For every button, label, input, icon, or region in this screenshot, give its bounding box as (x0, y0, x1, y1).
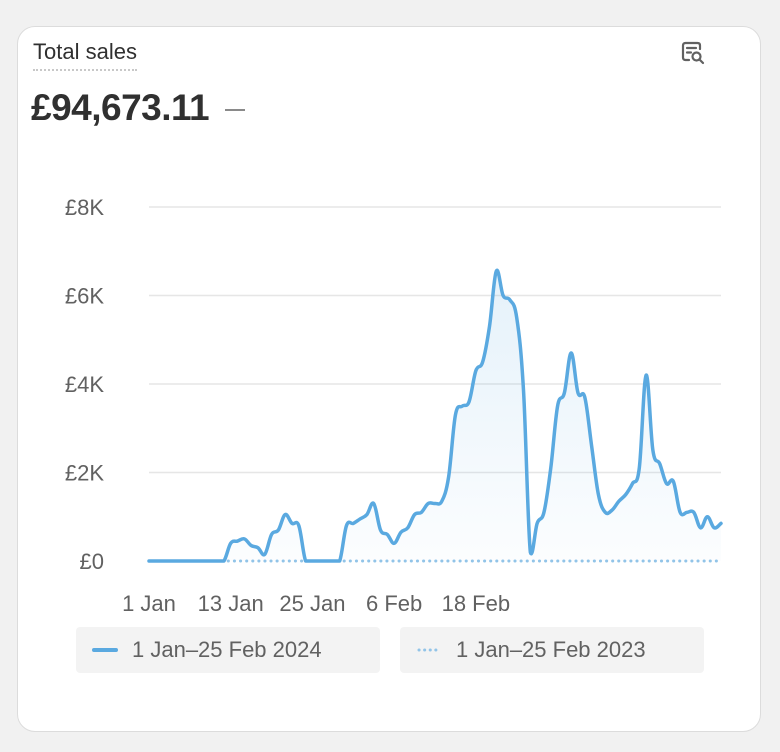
x-tick-label: 13 Jan (198, 591, 264, 616)
card-title[interactable]: Total sales (33, 39, 137, 71)
series-area-current (149, 270, 721, 561)
legend-item-current[interactable]: 1 Jan–25 Feb 2024 (76, 627, 380, 673)
x-tick-label: 25 Jan (279, 591, 345, 616)
legend-item-previous[interactable]: 1 Jan–25 Feb 2023 (400, 627, 704, 673)
total-sales-card (17, 26, 761, 732)
total-sales-value: £94,673.11 (31, 87, 210, 128)
y-tick-label: £2K (65, 461, 104, 486)
y-tick-label: £6K (65, 284, 104, 309)
legend-label-current: 1 Jan–25 Feb 2024 (132, 637, 322, 662)
x-tick-label: 18 Feb (442, 591, 511, 616)
x-tick-label: 6 Feb (366, 591, 422, 616)
legend-swatch-solid (92, 648, 118, 652)
legend-label-previous: 1 Jan–25 Feb 2023 (456, 637, 646, 662)
x-tick-label: 1 Jan (122, 591, 176, 616)
y-tick-label: £4K (65, 372, 104, 397)
legend-swatch-dotted (417, 648, 442, 652)
total-row: £94,673.11 (31, 87, 246, 129)
change-indicator-dash (225, 109, 246, 111)
series-line-current (147, 268, 723, 563)
y-tick-label: £8K (65, 195, 104, 220)
y-tick-label: £0 (80, 549, 104, 574)
report-search-icon[interactable] (678, 38, 708, 68)
